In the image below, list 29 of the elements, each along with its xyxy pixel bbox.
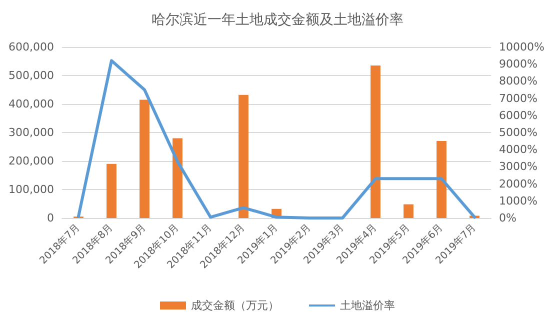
y-tick-label: 500,000 — [8, 69, 54, 82]
chart-title: 哈尔滨近一年土地成交金额及土地溢价率 — [152, 12, 404, 28]
y-tick-label: 200,000 — [8, 154, 54, 168]
y2-tick-label: 4000% — [499, 143, 538, 156]
y-tick-label: 600,000 — [8, 40, 54, 54]
y-tick-label: 100,000 — [8, 183, 54, 196]
y-tick-label: 400,000 — [8, 98, 54, 110]
y2-tick-label: 10000% — [499, 40, 544, 54]
y2-tick-label: 8000% — [499, 74, 538, 88]
y2-tick-label: 2000% — [499, 177, 538, 190]
y-tick-label: 0 — [47, 212, 54, 224]
bar — [140, 100, 150, 218]
bar — [106, 164, 116, 218]
bar — [370, 66, 380, 218]
y2-tick-label: 7000% — [499, 92, 538, 105]
legend-label: 土地溢价率 — [340, 299, 395, 312]
bar — [436, 141, 446, 218]
y2-tick-label: 6000% — [499, 108, 538, 122]
y2-tick-label: 0% — [499, 212, 516, 224]
line-series — [77, 59, 476, 220]
y2-tick-label: 5000% — [499, 126, 538, 139]
legend-label: 成交金额（万元） — [191, 299, 279, 312]
y2-tick-label: 3000% — [499, 160, 538, 174]
y2-tick-label: 9000% — [499, 58, 538, 71]
y-tick-label: 300,000 — [8, 126, 54, 139]
bar — [238, 94, 248, 218]
bar — [172, 138, 182, 218]
y2-tick-label: 1000% — [499, 194, 538, 208]
bar — [404, 204, 414, 218]
